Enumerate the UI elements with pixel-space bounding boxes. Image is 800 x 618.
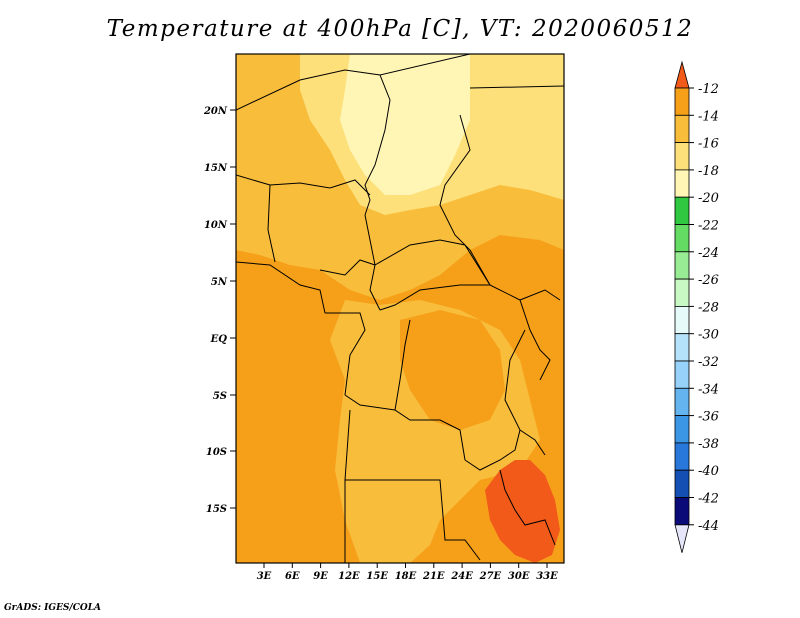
colorbar: -12 -14 -16 -18 -20 -22 -24 -26 -28 -30 -32 -34 -36 -…	[674, 60, 719, 553]
colorbar-swatch	[674, 196, 690, 225]
field-region-m14-congo	[400, 310, 505, 430]
border-line	[394, 319, 466, 461]
colorbar-label: -30	[698, 328, 719, 343]
lon-label: 12E	[338, 571, 360, 582]
lon-label: 3E	[257, 571, 272, 582]
colorbar-swatch	[674, 278, 690, 307]
lon-label: 21E	[422, 571, 445, 582]
border-line	[374, 239, 491, 286]
lat-label: 5S	[213, 391, 227, 402]
colorbar-top-arrow	[674, 60, 690, 89]
border-line	[519, 289, 561, 301]
map-title: Temperature at 400hPa [C], VT: 202006051…	[106, 16, 694, 42]
country-borders	[236, 54, 564, 563]
colorbar-label: -20	[698, 191, 719, 206]
border-line	[236, 261, 326, 314]
colorbar-swatch	[674, 169, 690, 198]
lat-label: 15N	[204, 163, 228, 174]
colorbar-swatch	[674, 87, 690, 116]
colorbar-label: -38	[698, 437, 719, 452]
lat-label: 10N	[204, 220, 228, 231]
lat-label: 10S	[206, 447, 227, 458]
lon-label: 24E	[450, 571, 473, 582]
colorbar-label: -14	[698, 109, 719, 124]
colorbar-swatch	[674, 224, 690, 253]
colorbar-label: -24	[698, 246, 719, 261]
border-line	[344, 394, 396, 411]
temperature-field	[236, 54, 564, 563]
lon-label: 33E	[536, 571, 558, 582]
colorbar-label: -44	[698, 519, 719, 534]
colorbar-label: -40	[698, 464, 719, 479]
border-line	[499, 469, 556, 546]
colorbar-swatch	[674, 497, 690, 526]
border-line	[379, 54, 471, 76]
border-line	[519, 429, 546, 456]
border-line	[319, 259, 376, 276]
border-line	[267, 184, 276, 263]
colorbar-swatch	[674, 142, 690, 171]
border-line	[325, 312, 366, 396]
longitude-axis: 3E 6E 9E 12E 15E 18E 21E 24E 27E 30E 33E	[257, 563, 558, 582]
lon-label: 6E	[285, 571, 300, 582]
latitude-axis: 20N 15N 10N 5N EQ 5S 10S 15S	[203, 106, 236, 515]
colorbar-label: -34	[698, 382, 719, 397]
lon-label: 18E	[395, 571, 417, 582]
colorbar-swatch	[674, 360, 690, 389]
colorbar-swatch	[674, 415, 690, 444]
lat-label: EQ	[210, 334, 228, 345]
border-line	[469, 85, 564, 89]
border-line	[345, 479, 481, 561]
colorbar-swatch	[674, 469, 690, 498]
colorbar-label: -42	[698, 492, 719, 507]
colorbar-label: -16	[698, 137, 719, 152]
lon-label: 9E	[313, 571, 328, 582]
lon-label: 27E	[479, 571, 502, 582]
colorbar-swatch	[674, 387, 690, 416]
grads-credit: GrADS: IGES/COLA	[4, 603, 102, 613]
lat-label: 5N	[211, 277, 228, 288]
colorbar-label: -18	[698, 164, 719, 179]
colorbar-label: -26	[698, 273, 719, 288]
colorbar-swatch	[674, 305, 690, 335]
border-line	[464, 329, 526, 471]
field-region-m20	[340, 54, 470, 195]
lat-label: 20N	[203, 106, 228, 117]
border-line	[236, 174, 371, 196]
lon-label: 30E	[508, 571, 530, 582]
colorbar-bottom-arrow	[674, 524, 690, 553]
colorbar-label: -32	[698, 355, 719, 370]
border-line	[439, 114, 491, 286]
border-line	[529, 329, 551, 381]
lon-label: 15E	[366, 571, 388, 582]
colorbar-label: -28	[698, 300, 719, 315]
colorbar-label: -12	[698, 82, 719, 97]
map-frame	[235, 53, 565, 564]
colorbar-swatch	[674, 114, 690, 144]
colorbar-label: -36	[698, 410, 719, 425]
colorbar-swatch	[674, 251, 690, 280]
colorbar-swatch	[674, 333, 690, 362]
colorbar-swatch	[674, 442, 690, 471]
colorbar-label: -22	[698, 219, 719, 234]
lat-label: 15S	[206, 504, 227, 515]
